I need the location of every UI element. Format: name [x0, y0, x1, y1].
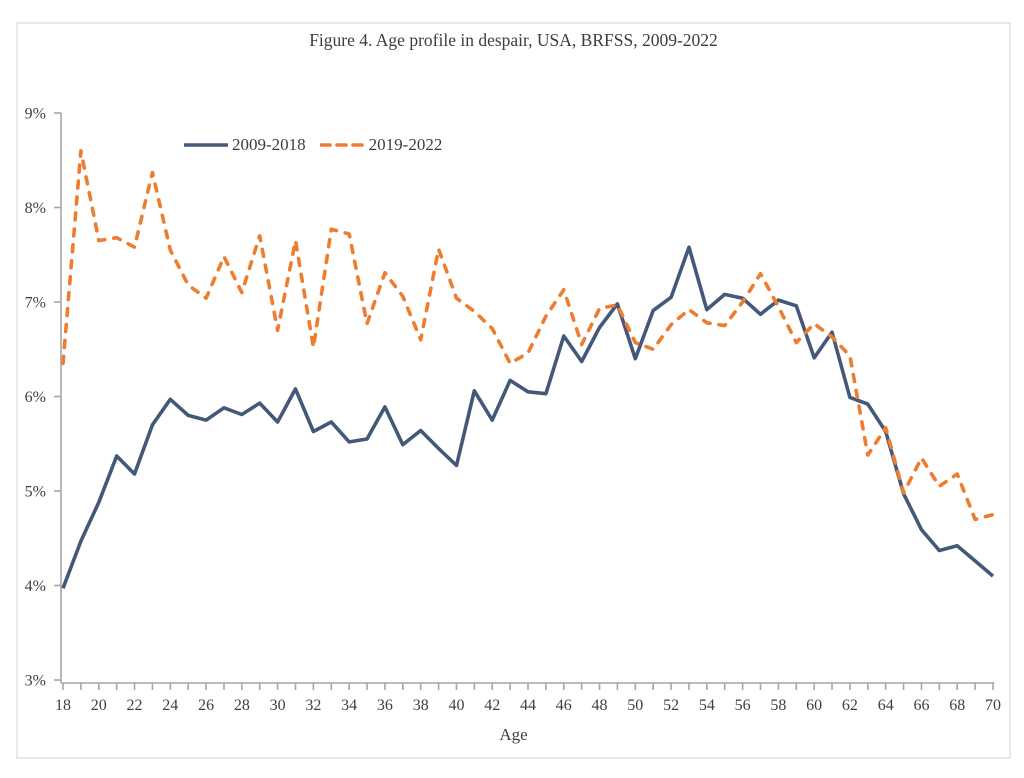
chart-title: Figure 4. Age profile in despair, USA, B… — [309, 30, 718, 50]
x-tick-label: 64 — [878, 697, 894, 714]
x-axis-title: Age — [499, 725, 528, 744]
x-tick-label: 20 — [91, 697, 107, 714]
x-tick-label: 44 — [520, 697, 536, 714]
legend-item-2009-2018: 2009-2018 — [183, 135, 306, 155]
legend-label-2009-2018: 2009-2018 — [232, 135, 306, 154]
x-tick-label: 24 — [162, 697, 178, 714]
axes — [54, 112, 995, 690]
x-tick-label: 56 — [735, 697, 751, 714]
legend: 2009-2018 2019-2022 — [183, 135, 442, 155]
x-tick-label: 22 — [127, 697, 143, 714]
x-tick-label: 66 — [913, 697, 929, 714]
y-tick-label: 3% — [25, 673, 46, 690]
y-tick-label: 5% — [25, 484, 46, 501]
x-tick-label: 38 — [413, 697, 429, 714]
x-tick-label: 70 — [985, 697, 1001, 714]
series-line-2009-2018 — [61, 245, 995, 589]
x-tick-label: 54 — [699, 697, 715, 714]
x-tick-label: 36 — [377, 697, 393, 714]
y-tick-label: 6% — [25, 389, 46, 406]
x-tick-label: 68 — [949, 697, 965, 714]
x-tick-label: 40 — [448, 697, 464, 714]
x-tick-label: 62 — [842, 697, 858, 714]
x-tick-label: 30 — [270, 697, 286, 714]
x-tick-label: 60 — [806, 697, 822, 714]
legend-solid-line-sample — [184, 143, 228, 147]
legend-item-2019-2022: 2019-2022 — [319, 135, 443, 155]
x-tick-label: 18 — [55, 697, 71, 714]
legend-label-2019-2022: 2019-2022 — [368, 135, 443, 154]
legend-dashed-line-sample — [319, 143, 366, 147]
x-tick-label: 48 — [592, 697, 608, 714]
y-tick-label: 8% — [25, 200, 46, 217]
x-tick-label: 42 — [484, 697, 500, 714]
figure-frame — [16, 22, 1011, 759]
x-tick-label: 34 — [341, 697, 357, 714]
x-tick-label: 46 — [556, 697, 572, 714]
x-tick-label: 28 — [234, 697, 250, 714]
x-tick-label: 52 — [663, 697, 679, 714]
x-tick-label: 32 — [305, 697, 321, 714]
x-tick-label: 50 — [627, 697, 643, 714]
x-tick-label: 58 — [770, 697, 786, 714]
y-tick-label: 9% — [25, 106, 46, 123]
y-tick-label: 7% — [25, 295, 46, 312]
y-tick-label: 4% — [25, 578, 46, 595]
series-line-2019-2022 — [61, 149, 995, 522]
x-tick-label: 26 — [198, 697, 214, 714]
